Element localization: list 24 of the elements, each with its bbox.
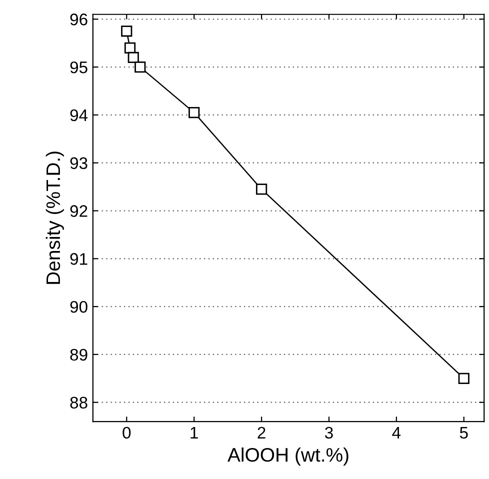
y-tick-label: 94 <box>70 109 88 122</box>
y-axis-title: Density (%T.D.) <box>46 152 64 284</box>
y-tick-label: 92 <box>70 205 88 217</box>
point <box>124 42 136 54</box>
y-tick-label: 90 <box>70 300 88 313</box>
point <box>188 107 200 118</box>
x-tick-label: 0 <box>122 426 131 439</box>
x-tick-label: 2 <box>258 426 266 438</box>
y-tick-label: 88 <box>70 396 88 409</box>
y-tick-label: 91 <box>70 253 88 265</box>
x-tick-label: 3 <box>324 426 333 439</box>
point <box>128 52 139 64</box>
y-tick-label: 89 <box>70 348 88 361</box>
x-tick-label: 4 <box>392 426 401 438</box>
point <box>121 26 132 37</box>
point <box>134 62 146 73</box>
x-axis-title: AlOOH (wt.%) <box>228 447 348 466</box>
y-tick-label: 96 <box>70 14 88 26</box>
y-tick-label: 95 <box>70 61 88 74</box>
x-tick-label: 5 <box>460 426 468 439</box>
point <box>256 184 268 195</box>
point <box>458 372 470 384</box>
y-tick-label: 93 <box>70 157 88 170</box>
x-tick-label: 1 <box>190 426 198 438</box>
